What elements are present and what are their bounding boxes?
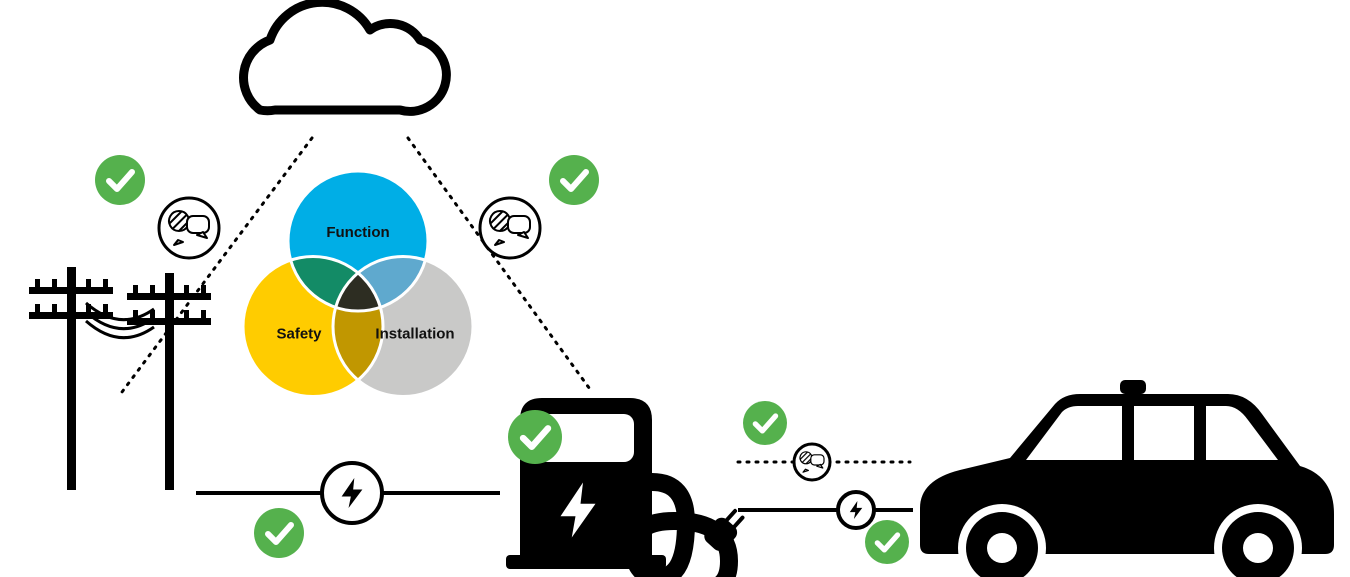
- checkmark-icon: [865, 520, 909, 564]
- bolt-badge: [838, 492, 874, 528]
- checkmark-icon: [743, 401, 787, 445]
- cloud-icon: [244, 2, 447, 111]
- venn-diagram: Function Safety Installation: [243, 171, 473, 397]
- chat-badge: [794, 444, 830, 480]
- checkmark-icon: [508, 410, 562, 464]
- bolt-badge: [322, 463, 382, 523]
- checkmark-icon: [549, 155, 599, 205]
- car-icon: [920, 380, 1334, 577]
- checkmark-icon: [254, 508, 304, 558]
- venn-label: Installation: [375, 325, 454, 342]
- checkmark-icon: [95, 155, 145, 205]
- venn-label: Function: [326, 224, 389, 241]
- venn-label: Safety: [276, 325, 322, 342]
- chat-badge: [159, 198, 219, 258]
- chat-badge: [480, 198, 540, 258]
